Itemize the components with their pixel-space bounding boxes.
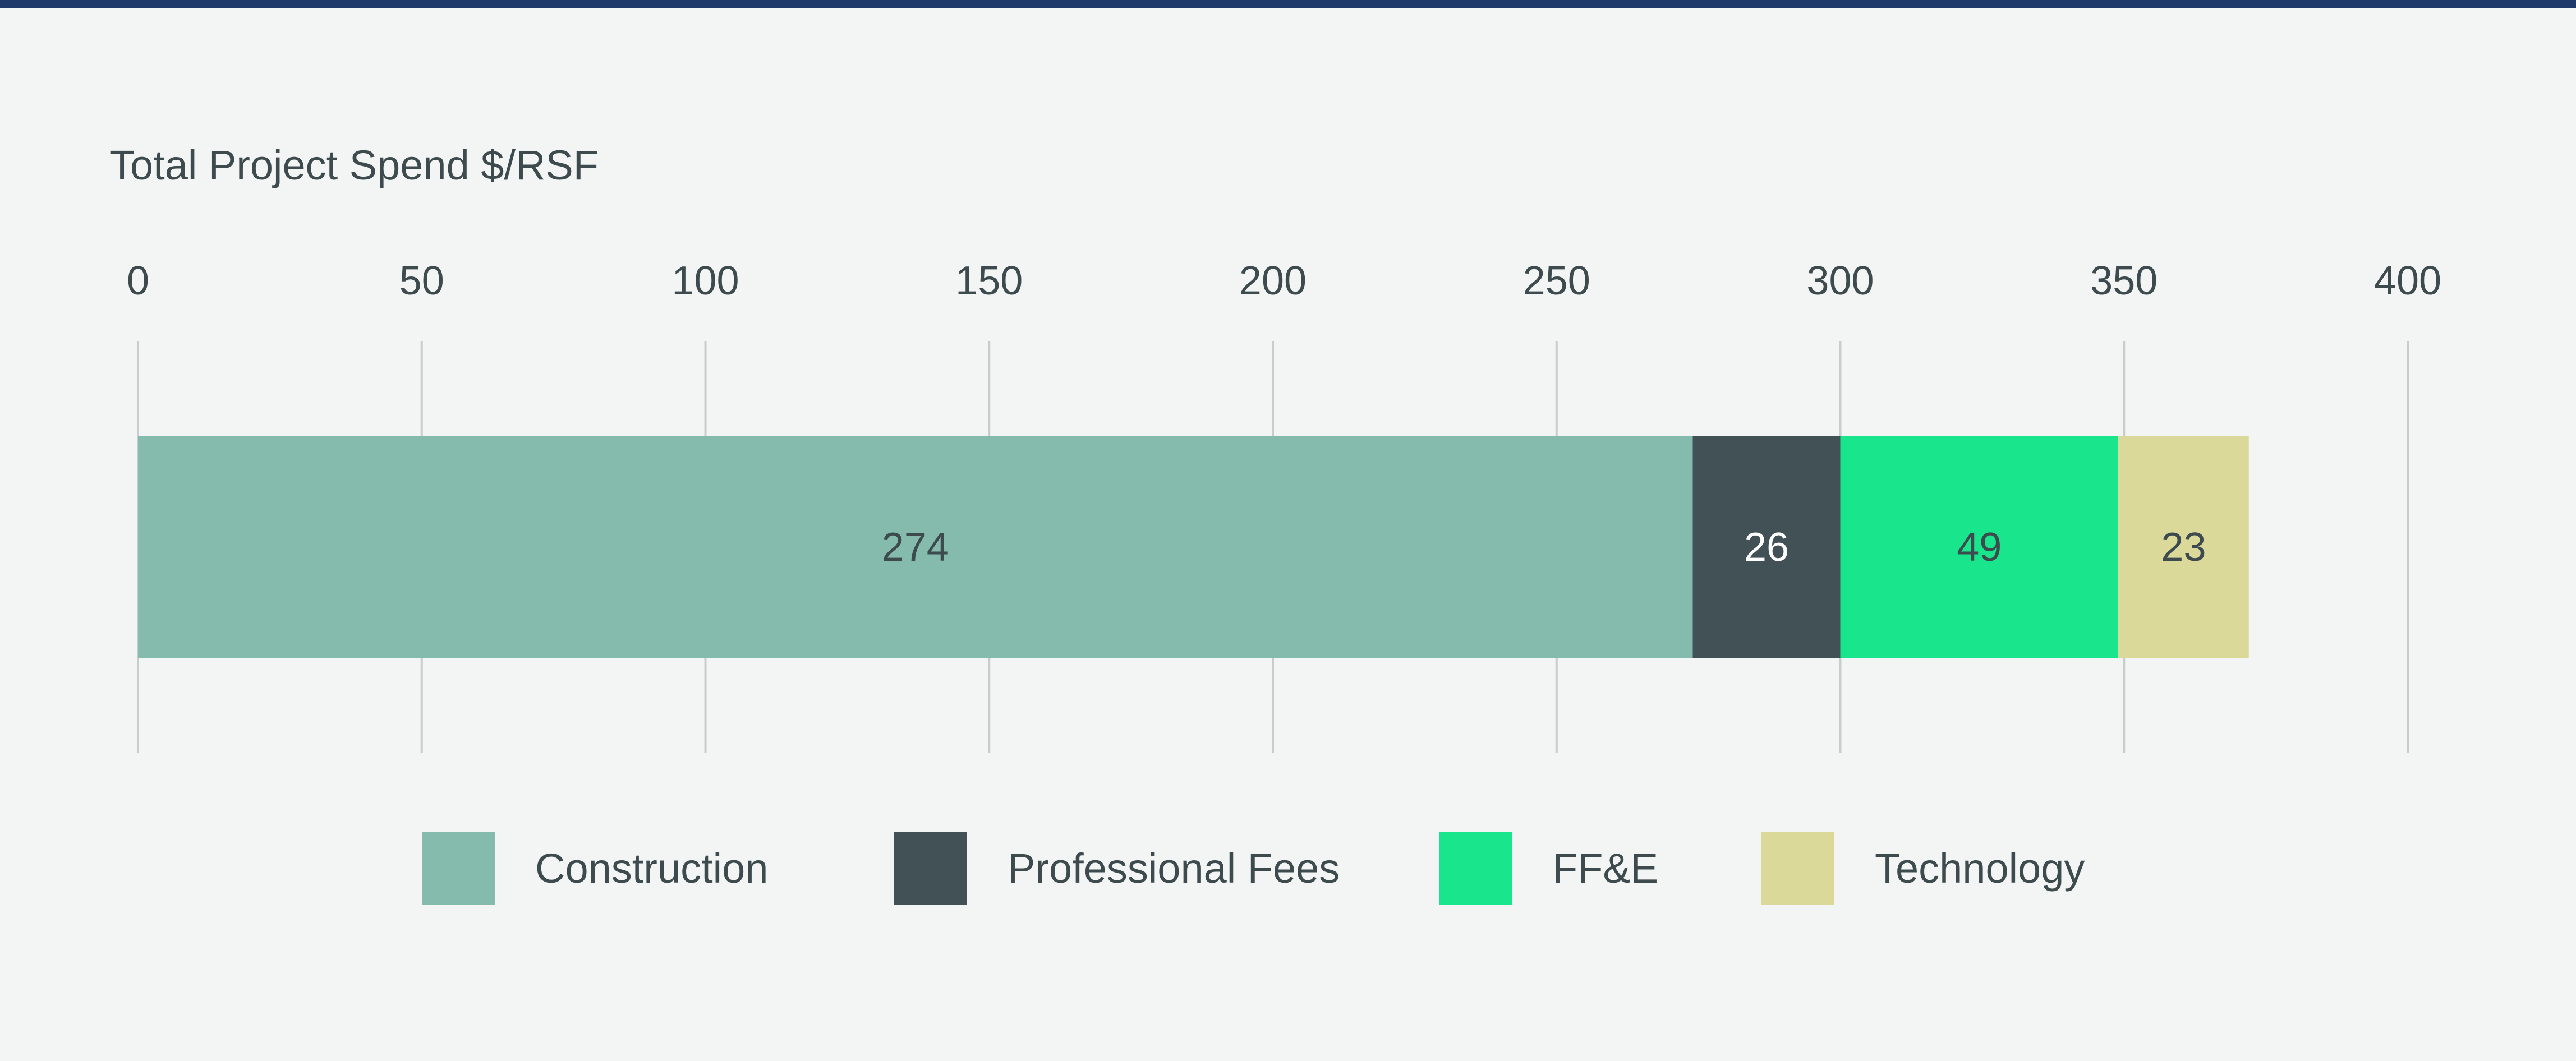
legend-label-professional-fees: Professional Fees [1008,845,1340,892]
data-label-ff-e: 49 [1957,525,2002,570]
data-label-professional-fees: 26 [1744,525,1789,570]
bar-segments [138,436,2249,658]
legend-swatch-technology [1761,832,1834,905]
data-labels: 274 26 49 23 [882,525,2206,570]
legend-item-construction: Construction [422,832,768,905]
x-tick-label: 0 [127,259,149,303]
legend-swatch-ffe [1439,832,1512,905]
data-label-construction: 274 [882,525,949,570]
data-label-technology: 23 [2161,525,2206,570]
x-axis-ticks: 0 50 100 150 200 250 300 350 400 [127,259,2441,303]
legend-label-ffe: FF&E [1552,845,1659,892]
x-tick-label: 150 [955,259,1023,303]
x-tick-label: 50 [399,259,444,303]
legend: Construction Professional Fees FF&E Tech… [0,832,2576,905]
legend-label-technology: Technology [1875,845,2085,892]
bar-segment-construction [138,436,1693,658]
top-rule [0,0,2576,8]
legend-item-ffe: FF&E [1439,832,1658,905]
bar-segment-technology [2118,436,2249,658]
legend-swatch-professional-fees [894,832,967,905]
legend-label-construction: Construction [535,845,769,892]
chart-title: Total Project Spend $/RSF [109,142,599,188]
legend-swatch-construction [422,832,495,905]
x-tick-label: 100 [671,259,739,303]
x-tick-label: 200 [1239,259,1307,303]
x-tick-label: 400 [2374,259,2441,303]
legend-item-professional-fees: Professional Fees [894,832,1340,905]
bar-segment-ff-e [1840,436,2119,658]
x-tick-label: 250 [1523,259,1590,303]
x-tick-label: 350 [2090,259,2158,303]
bar-segment-professional-fees [1692,436,1841,658]
legend-item-technology: Technology [1761,832,2085,905]
x-tick-label: 300 [1806,259,1874,303]
